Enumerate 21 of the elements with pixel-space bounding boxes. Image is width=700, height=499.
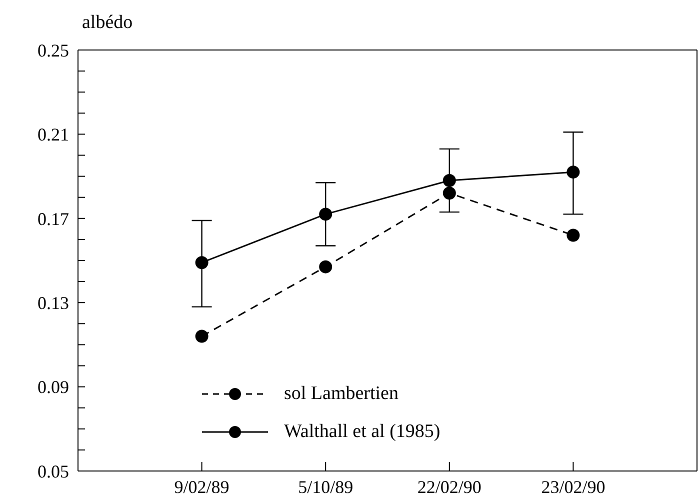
y-tick-label: 0.25: [38, 40, 69, 60]
y-tick-label: 0.05: [38, 461, 69, 482]
point: [195, 256, 208, 270]
x-tick-label: 9/02/89: [174, 476, 230, 497]
point: [566, 166, 580, 179]
point: [195, 330, 208, 343]
y-tick-label: 0.21: [38, 124, 69, 145]
x-tick-label: 22/02/90: [417, 476, 482, 497]
point: [566, 228, 580, 242]
y-tick-label: 0.17: [38, 208, 69, 229]
point: [442, 186, 456, 200]
x-tick-label: 23/02/90: [541, 476, 606, 497]
point: [442, 174, 456, 188]
y-axis-title: albédo: [82, 12, 133, 34]
legend-label: Walthall et al (1985): [284, 421, 440, 443]
x-tick-label: 5/10/89: [298, 476, 354, 497]
point: [319, 260, 332, 274]
legend-label: sol Lambertien: [284, 383, 398, 405]
point: [319, 208, 332, 221]
y-tick-label: 0.13: [38, 292, 69, 313]
y-tick-label: 0.09: [38, 377, 69, 398]
